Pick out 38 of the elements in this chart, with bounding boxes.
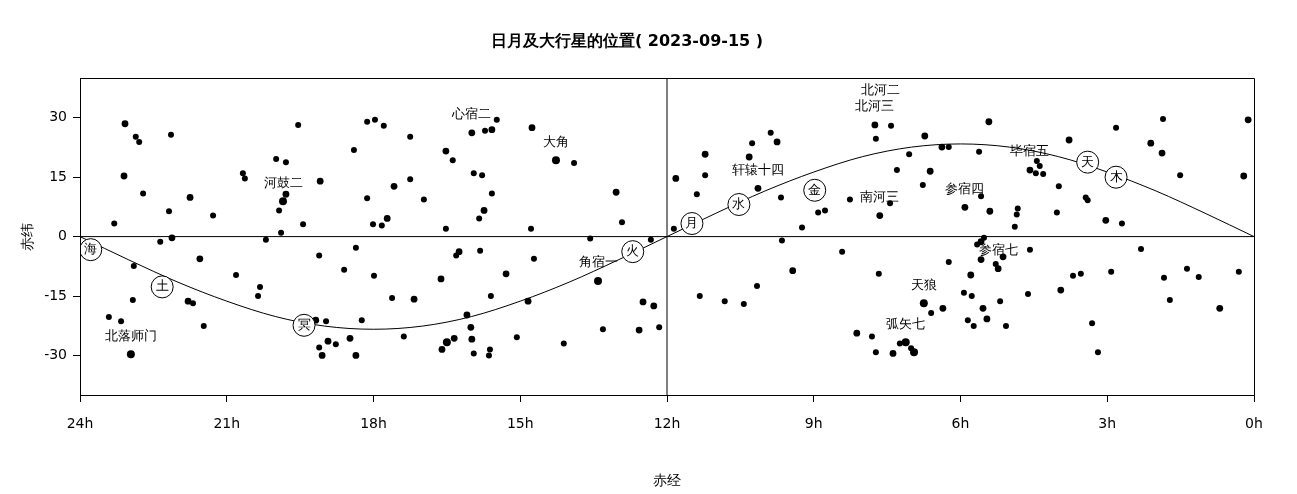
y-axis-title: 赤纬: [19, 222, 36, 251]
data-label: 土: [155, 278, 169, 294]
y-tick-label: 0: [58, 227, 67, 244]
data-label: 月: [685, 214, 699, 230]
annotation: 轩辕十四: [731, 161, 784, 177]
data-label: 金: [808, 181, 822, 197]
annotation: 角宿一: [578, 254, 618, 270]
data-label: 海: [84, 241, 98, 257]
annotation: 河鼓二: [263, 174, 303, 190]
annotation: 心宿二: [451, 106, 492, 122]
x-tick-label: 24h: [66, 415, 94, 432]
annotation: 北河三: [855, 98, 895, 114]
data-label: 火: [626, 243, 640, 259]
x-tick-label: 21h: [213, 415, 241, 432]
x-tick-label: 6h: [951, 415, 970, 432]
y-tick-label: -30: [44, 346, 67, 363]
x-tick-label: 15h: [506, 415, 534, 432]
x-axis-title: 赤经: [653, 472, 681, 489]
annotation: 弧矢七: [886, 315, 926, 331]
y-tick-label: 30: [49, 108, 67, 125]
annotation: 参宿四: [945, 180, 985, 196]
x-tick-label: 18h: [360, 415, 387, 432]
y-tick-label: -15: [44, 286, 67, 303]
x-tick-label: 12h: [653, 415, 681, 432]
data-label: 水: [732, 195, 746, 211]
x-tick-label: 3h: [1098, 415, 1117, 432]
annotation: 北河二: [861, 82, 901, 98]
chart-title: 日月及大行星的位置( 2023-09-15 ): [490, 30, 764, 50]
annotation: 大角: [542, 133, 569, 149]
x-tick-label: 9h: [804, 415, 823, 432]
data-label: 冥: [297, 316, 311, 332]
annotation: 北落师门: [104, 327, 157, 343]
annotation: 天狼: [910, 276, 937, 292]
data-label: 木: [1109, 168, 1123, 184]
annotation: 参宿七: [978, 242, 1018, 258]
data-label: 天: [1081, 153, 1095, 169]
x-tick-label: 0h: [1245, 415, 1263, 432]
y-tick-label: 15: [49, 167, 67, 184]
